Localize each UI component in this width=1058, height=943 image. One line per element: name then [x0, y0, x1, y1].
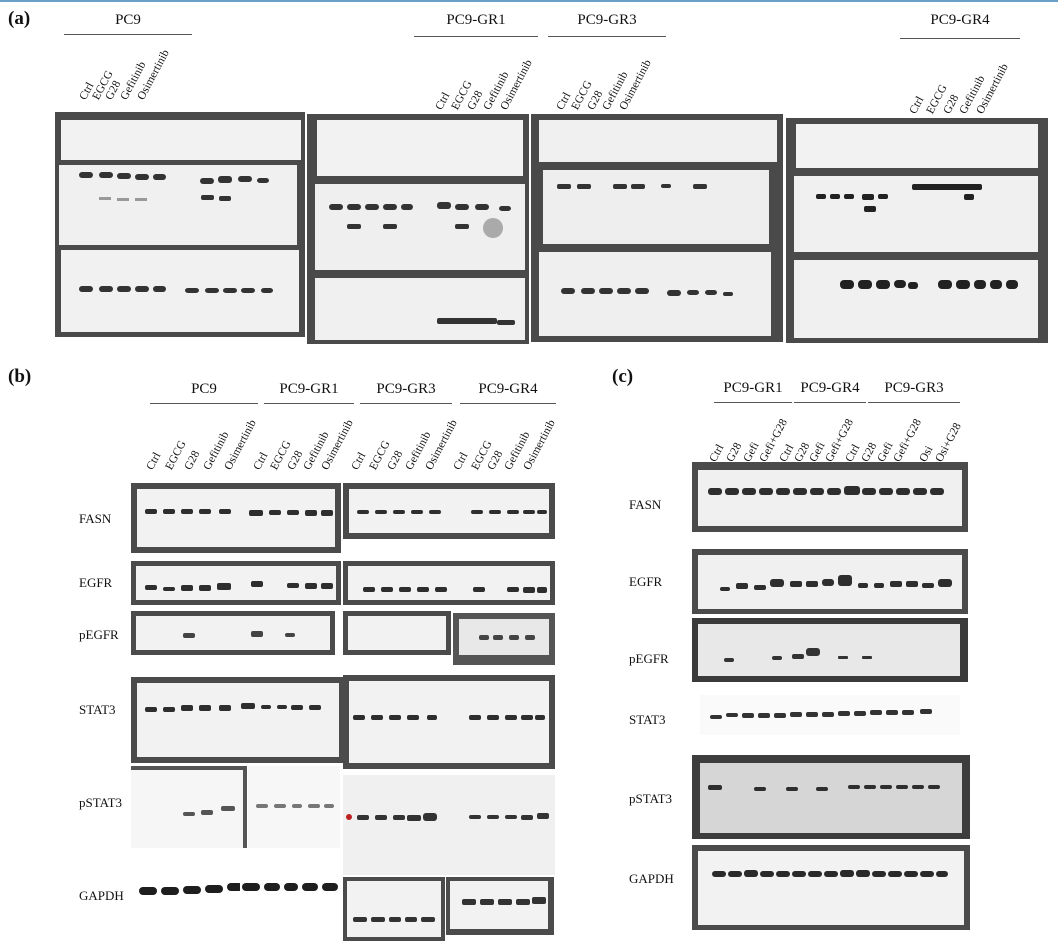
lane-label: Ctrl	[907, 94, 927, 116]
panel-b-group-pc9-gr4-underline	[460, 403, 556, 404]
lane-label: Ctrl	[777, 442, 797, 464]
panel-a-letter: (a)	[8, 8, 31, 29]
lane-label: Ctrl	[144, 450, 164, 472]
panel-b-blot-pegfr-right	[453, 613, 555, 665]
panel-b-group-pc9-gr1-underline	[264, 403, 354, 404]
panel-c-group-pc9-gr4: PC9-GR4	[800, 380, 860, 396]
panel-b-blot-pegfr-left	[131, 611, 335, 655]
panel-a-blot-pc9-gr3	[531, 114, 783, 342]
panel-c-row-pegfr: pEGFR	[629, 651, 669, 666]
panel-b-blot-egfr-left	[131, 561, 341, 605]
panel-b-row-fasn: FASN	[79, 511, 112, 526]
panel-c-blot-fasn	[692, 462, 968, 532]
panel-a-group-pc9: PC9	[115, 12, 141, 28]
panel-c-blot-stat3	[700, 695, 960, 735]
panel-b-letter: (b)	[8, 366, 32, 387]
panel-c-row-egfr: EGFR	[629, 574, 663, 589]
panel-b-blot-gapdh-right-a	[343, 877, 445, 941]
panel-b-group-pc9: PC9	[191, 381, 217, 397]
panel-a-group-pc9-gr1: PC9-GR1	[446, 12, 506, 28]
panel-b-blot-pstat3-mid	[248, 766, 340, 848]
lane-label: G28	[859, 440, 880, 464]
panel-b-row-pegfr: pEGFR	[79, 627, 119, 642]
lane-label: Gefi	[875, 440, 896, 464]
panel-a-group-pc9-gr3-underline	[548, 36, 666, 37]
panel-b-blot-gapdh-right-b	[446, 877, 554, 935]
lane-label: Ctrl	[451, 450, 471, 472]
panel-b-group-pc9-gr4: PC9-GR4	[478, 381, 538, 397]
panel-c-row-fasn: FASN	[629, 497, 662, 512]
lane-label: Gefi	[741, 440, 762, 464]
panel-b-blot-stat3-right	[343, 675, 555, 769]
lane-label: G28	[724, 440, 745, 464]
panel-c-group-pc9-gr1-underline	[714, 402, 792, 403]
panel-a-blot-pc9-gr1	[307, 114, 529, 344]
panel-c-row-gapdh: GAPDH	[629, 871, 674, 886]
panel-b-blot-gapdh-left	[131, 877, 249, 907]
panel-a-blot-pc9	[55, 112, 305, 337]
panel-b-group-pc9-gr3-underline	[360, 403, 452, 404]
panel-a-group-pc9-gr4-underline	[900, 38, 1020, 39]
panel-b-blot-pegfr-mid	[343, 611, 451, 655]
lane-label: Ctrl	[251, 450, 271, 472]
lane-label: Ctrl	[349, 450, 369, 472]
panel-c-row-stat3: STAT3	[629, 712, 666, 727]
panel-a-group-pc9-gr1-underline	[414, 36, 538, 37]
panel-b-blot-stat3-left	[131, 677, 345, 763]
panel-c-row-pstat3: pSTAT3	[629, 791, 673, 806]
lane-label: Osi+G28	[933, 421, 964, 464]
lane-label: Ctrl	[707, 442, 727, 464]
lane-label: G28	[182, 448, 203, 472]
panel-b-blot-pstat3-left	[131, 766, 247, 848]
lane-label: Gefi	[807, 440, 828, 464]
panel-b-blot-egfr-right	[343, 561, 555, 605]
panel-b-row-gapdh: GAPDH	[79, 888, 124, 903]
panel-b-group-pc9-gr3: PC9-GR3	[376, 381, 436, 397]
panel-c-letter: (c)	[612, 366, 634, 387]
panel-a-group-pc9-underline	[64, 34, 192, 35]
lane-label: Ctrl	[554, 90, 574, 112]
panel-b-row-stat3: STAT3	[79, 702, 116, 717]
panel-c-blot-pegfr	[692, 618, 968, 682]
lane-label: Ctrl	[433, 90, 453, 112]
panel-b-row-egfr: EGFR	[79, 575, 113, 590]
panel-c-group-pc9-gr3-underline	[868, 402, 960, 403]
panel-b-group-pc9-underline	[150, 403, 258, 404]
panel-a-group-pc9-gr3: PC9-GR3	[577, 12, 637, 28]
panel-c-blot-gapdh	[692, 845, 970, 930]
panel-a-blot-pc9-gr4	[786, 118, 1048, 343]
panel-b-blot-fasn-right	[343, 483, 555, 539]
panel-b-blot-gapdh-mid	[240, 877, 340, 907]
top-border-line	[0, 0, 1058, 2]
panel-b-blot-pstat3-right	[343, 775, 555, 875]
panel-a-group-pc9-gr4: PC9-GR4	[930, 12, 990, 28]
lane-label: Ctrl	[843, 442, 863, 464]
panel-b-row-pstat3: pSTAT3	[79, 795, 123, 810]
panel-b-blot-fasn-left	[131, 483, 341, 553]
panel-c-blot-egfr	[692, 549, 968, 614]
panel-c-group-pc9-gr3: PC9-GR3	[884, 380, 944, 396]
panel-c-group-pc9-gr1: PC9-GR1	[723, 380, 783, 396]
panel-b-group-pc9-gr1: PC9-GR1	[279, 381, 339, 397]
panel-c-blot-pstat3	[692, 755, 970, 839]
panel-c-group-pc9-gr4-underline	[794, 402, 866, 403]
